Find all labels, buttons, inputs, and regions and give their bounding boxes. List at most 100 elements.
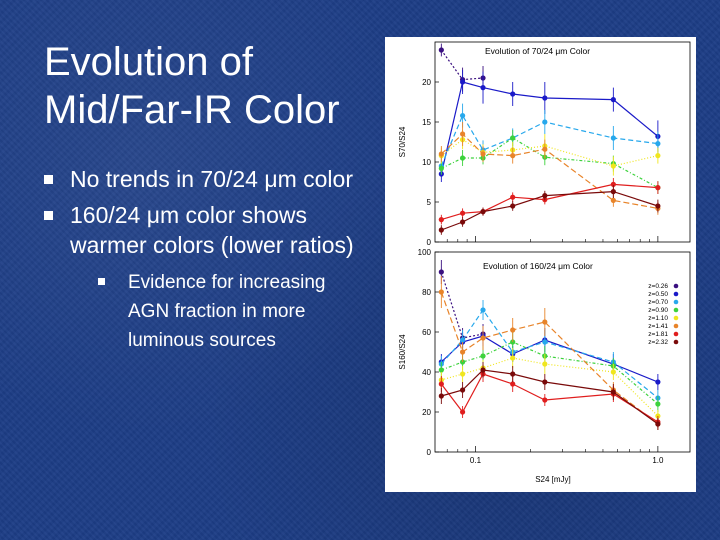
plot-title: Evolution of 70/24 μm Color: [485, 46, 590, 56]
data-point: [610, 181, 616, 187]
data-point: [438, 269, 444, 275]
data-point: [459, 113, 466, 119]
x-tick-label: 0.1: [470, 456, 482, 465]
data-point: [459, 219, 466, 225]
bullet-item: No trends in 70/24 μm color: [44, 164, 364, 194]
data-point: [655, 379, 661, 385]
x-axis-label: S24 [mJy]: [535, 475, 571, 484]
legend-marker: [673, 331, 679, 337]
data-point: [459, 131, 466, 137]
title-line-2: Mid/Far-IR Color: [44, 88, 340, 132]
data-point: [459, 371, 466, 377]
chart-figure: Evolution of 70/24 μm Color S70/S24 0 5 10…: [385, 37, 696, 492]
bullet-text: 160/24 μm color shows warmer colors (low…: [70, 202, 354, 258]
sub-bullet-item: Evidence for increasing AGN fraction in …: [96, 268, 358, 355]
y-tick-label: 80: [422, 288, 431, 297]
title-line-1: Evolution of: [44, 40, 254, 84]
data-point: [459, 210, 466, 216]
data-point: [610, 135, 616, 141]
data-point: [542, 119, 548, 125]
y-tick-label: 20: [422, 78, 431, 87]
legend-marker: [673, 291, 679, 297]
data-point: [542, 95, 548, 101]
y-ticks: 0 5 10 15 20: [422, 78, 439, 247]
series-group: [438, 260, 661, 430]
x-ticks: 0.1 1.0: [446, 446, 664, 465]
legend-label: z=1.81: [648, 331, 668, 338]
legend: z=0.26z=0.50z=0.70z=0.90z=1.10z=1.41z=1.…: [648, 283, 679, 346]
y-tick-label: 10: [422, 158, 431, 167]
bullet-square-icon: [44, 211, 53, 220]
data-point: [438, 47, 444, 53]
data-point: [510, 153, 516, 159]
data-point: [610, 97, 616, 103]
data-point: [438, 289, 444, 295]
legend-label: z=0.70: [648, 299, 668, 306]
data-point: [510, 91, 516, 97]
y-tick-label: 15: [422, 118, 431, 127]
series-line: [440, 133, 659, 209]
data-point: [655, 421, 661, 427]
y-tick-label: 40: [422, 368, 431, 377]
data-point: [480, 151, 486, 157]
data-point: [480, 307, 486, 313]
legend-label: z=1.41: [648, 323, 668, 330]
data-point: [459, 409, 466, 415]
series-line: [441, 369, 659, 425]
legend-marker: [673, 339, 679, 345]
data-point: [610, 389, 616, 395]
series-line: [440, 81, 659, 175]
plot-frame: [434, 251, 691, 453]
data-point: [459, 337, 466, 343]
plot-160-24: Evolution of 160/24 μm Color S160/S24 0 2…: [398, 248, 691, 465]
data-point: [542, 339, 548, 345]
slide-title: Evolution of Mid/Far-IR Color: [44, 38, 384, 134]
data-point: [480, 335, 486, 341]
x-tick-label: 1.0: [652, 456, 664, 465]
data-point: [542, 361, 548, 367]
y-tick-label: 20: [422, 408, 431, 417]
data-point: [459, 155, 466, 161]
data-point: [510, 135, 516, 141]
data-point: [438, 227, 444, 233]
data-point: [610, 197, 616, 203]
bullet-list: No trends in 70/24 μm color 160/24 μm co…: [44, 164, 364, 361]
legend-label: z=0.50: [648, 291, 668, 298]
data-point: [610, 189, 616, 195]
y-tick-label: 5: [427, 198, 432, 207]
data-point: [459, 387, 466, 393]
data-point: [610, 369, 616, 375]
legend-label: z=2.32: [648, 339, 668, 346]
legend-marker: [673, 307, 679, 313]
series-line: [440, 291, 659, 425]
legend-marker: [673, 283, 679, 289]
data-point: [510, 203, 516, 209]
y-tick-label: 60: [422, 328, 431, 337]
chart-svg: Evolution of 70/24 μm Color S70/S24 0 5 10…: [398, 41, 691, 484]
data-point: [542, 146, 548, 152]
data-point: [480, 85, 486, 91]
legend-marker: [673, 315, 679, 321]
data-point: [655, 185, 661, 191]
y-ticks: 0 20 40 60 80 100: [418, 248, 439, 457]
data-point: [542, 319, 548, 325]
data-point: [542, 379, 548, 385]
y-axis-label: S70/S24: [398, 126, 407, 157]
series-line: [441, 190, 659, 231]
y-tick-label: 0: [427, 238, 432, 247]
series-line: [440, 308, 659, 399]
data-point: [438, 165, 444, 171]
data-point: [459, 79, 466, 85]
y-axis-label: S160/S24: [398, 334, 407, 370]
sub-bullet-square-icon: [98, 278, 105, 285]
data-point: [438, 393, 444, 399]
data-point: [655, 203, 661, 209]
plot-70-24: Evolution of 70/24 μm Color S70/S24 0 5 10…: [398, 41, 691, 247]
x-ticks: [446, 236, 659, 242]
series-line: [440, 373, 659, 423]
data-point: [542, 397, 548, 403]
data-point: [438, 217, 444, 223]
data-point: [510, 371, 516, 377]
data-point: [542, 193, 548, 199]
data-point: [510, 355, 516, 361]
